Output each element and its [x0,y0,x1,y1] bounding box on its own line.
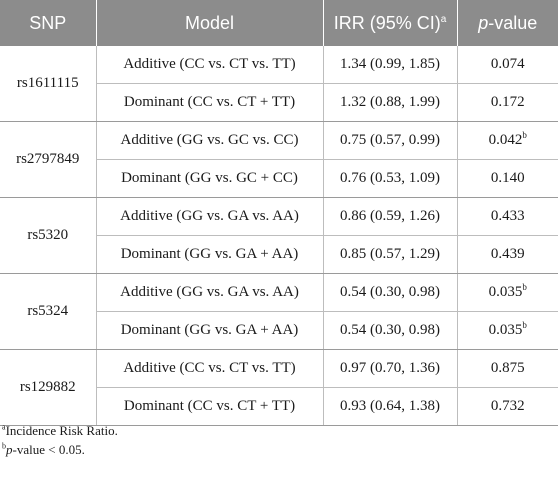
table-row: rs2797849 Additive (GG vs. GC vs. CC) 0.… [0,121,558,198]
snp-id-cell: rs2797849 [0,121,97,198]
irr-cell: 1.34 (0.99, 1.85) [323,46,458,84]
table-row: rs5324 Additive (GG vs. GA vs. AA) 0.54 … [0,273,558,350]
pvalue-text: 0.433 [490,208,525,224]
irr-cell: 1.32 (0.88, 1.99) [323,83,458,122]
header-pvalue-rest: -value [488,12,538,33]
header-model: Model [96,0,324,46]
irr-cell: 0.85 (0.57, 1.29) [323,235,458,274]
table-row: Dominant (CC vs. CT + TT) 1.32 (0.88, 1.… [0,83,558,122]
model-cell: Dominant (GG vs. GC + CC) [96,159,324,198]
irr-cell: 0.97 (0.70, 1.36) [323,349,458,388]
header-irr-label: IRR (95% CI) [333,12,441,33]
footnote-a-mark: a [2,422,6,432]
footnote-b-italic: p [6,442,13,457]
model-cell: Dominant (CC vs. CT + TT) [96,387,324,426]
footnote-a-text: Incidence Risk Ratio. [5,423,118,438]
table-row: Dominant (GG vs. GA + AA) 0.54 (0.30, 0.… [0,311,558,350]
model-cell: Dominant (CC vs. CT + TT) [96,83,324,122]
pvalue-text: 0.074 [490,56,525,72]
model-cell: Additive (CC vs. CT vs. TT) [96,46,324,84]
pvalue-text: 0.035 [488,322,523,338]
irr-cell: 0.86 (0.59, 1.26) [323,197,458,236]
model-cell: Additive (GG vs. GA vs. AA) [96,273,324,312]
snp-id-cell: rs5324 [0,273,97,350]
footnote-b-text: -value < 0.05. [12,442,85,457]
footnote-a: aIncidence Risk Ratio. [2,421,118,440]
snp-id-cell: rs1611115 [0,46,97,122]
pvalue-cell: 0.042b [457,121,558,160]
snp-id-cell: rs129882 [0,349,97,426]
footnote-b: bp-value < 0.05. [2,440,118,459]
table-row: Dominant (GG vs. GA + AA) 0.85 (0.57, 1.… [0,235,558,274]
table-footnotes: aIncidence Risk Ratio. bp-value < 0.05. [2,421,118,459]
pvalue-cell: 0.035b [457,273,558,312]
pvalue-cell: 0.035b [457,311,558,350]
pvalue-text: 0.439 [490,246,525,262]
model-cell: Additive (CC vs. CT vs. TT) [96,349,324,388]
model-cell: Additive (GG vs. GC vs. CC) [96,121,324,160]
irr-cell: 0.54 (0.30, 0.98) [323,273,458,312]
header-pvalue-italic: p [478,12,489,33]
irr-cell: 0.93 (0.64, 1.38) [323,387,458,426]
table-row: Dominant (CC vs. CT + TT) 0.93 (0.64, 1.… [0,387,558,426]
header-pvalue: p-value [457,0,558,46]
pvalue-cell: 0.433 [457,197,558,236]
pvalue-text: 0.140 [490,170,525,186]
pvalue-footnote-mark: b [522,130,527,140]
pvalue-footnote-mark: b [522,320,527,330]
model-cell: Dominant (GG vs. GA + AA) [96,235,324,274]
irr-cell: 0.75 (0.57, 0.99) [323,121,458,160]
pvalue-cell: 0.172 [457,83,558,122]
pvalue-text: 0.042 [488,132,523,148]
snp-id-cell: rs5320 [0,197,97,274]
pvalue-cell: 0.732 [457,387,558,426]
snp-results-table: SNP Model IRR (95% CI)a p-value rs161111… [0,0,558,426]
irr-cell: 0.76 (0.53, 1.09) [323,159,458,198]
header-irr: IRR (95% CI)a [323,0,458,46]
irr-cell: 0.54 (0.30, 0.98) [323,311,458,350]
footnote-b-mark: b [2,441,6,451]
table-row: rs5320 Additive (GG vs. GA vs. AA) 0.86 … [0,197,558,274]
pvalue-cell: 0.074 [457,46,558,84]
table-row: rs129882 Additive (CC vs. CT vs. TT) 0.9… [0,349,558,426]
pvalue-cell: 0.140 [457,159,558,198]
pvalue-text: 0.732 [490,398,525,414]
table-row: rs1611115 Additive (CC vs. CT vs. TT) 1.… [0,46,558,122]
table-row: Dominant (GG vs. GC + CC) 0.76 (0.53, 1.… [0,159,558,198]
pvalue-text: 0.875 [490,360,525,376]
pvalue-text: 0.035 [488,284,523,300]
pvalue-footnote-mark: b [522,282,527,292]
pvalue-cell: 0.439 [457,235,558,274]
pvalue-cell: 0.875 [457,349,558,388]
header-irr-footnote-mark: a [440,13,447,25]
model-cell: Dominant (GG vs. GA + AA) [96,311,324,350]
header-snp: SNP [0,0,97,46]
header-row: SNP Model IRR (95% CI)a p-value [0,0,558,46]
model-cell: Additive (GG vs. GA vs. AA) [96,197,324,236]
pvalue-text: 0.172 [490,94,525,110]
